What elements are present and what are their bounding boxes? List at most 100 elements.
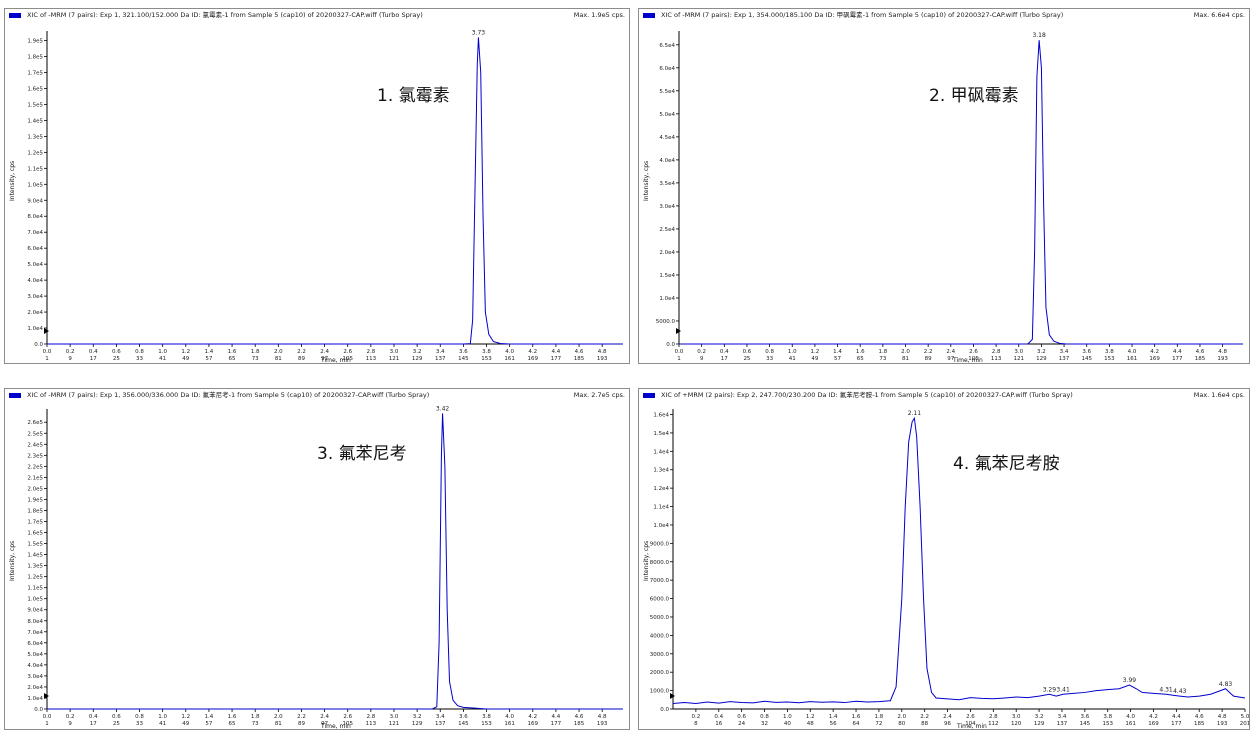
x-tick-label-scan: 137 xyxy=(435,356,446,362)
x-tick-label-time: 2.4 xyxy=(946,349,955,355)
x-tick-label-scan: 33 xyxy=(766,356,773,362)
x-tick-label-scan: 121 xyxy=(389,721,400,727)
x-tick-label-time: 4.4 xyxy=(552,714,561,720)
x-tick-label-scan: 113 xyxy=(366,356,377,362)
panel-header: XIC of -MRM (7 pairs): Exp 1, 321.100/15… xyxy=(9,10,625,21)
x-tick-label-scan: 65 xyxy=(229,721,236,727)
x-tick-label-time: 1.2 xyxy=(181,714,190,720)
y-tick-label: 1.4e5 xyxy=(27,553,43,559)
x-tick-label-scan: 153 xyxy=(481,721,492,727)
y-tick-label: 1.3e5 xyxy=(27,564,43,570)
x-tick-label-scan: 49 xyxy=(182,356,189,362)
x-tick-label-time: 2.4 xyxy=(943,714,952,720)
x-tick-label-scan: 33 xyxy=(136,721,143,727)
x-tick-label-scan: 65 xyxy=(857,356,864,362)
x-tick-label-time: 3.8 xyxy=(482,349,491,355)
x-tick-label-scan: 137 xyxy=(435,721,446,727)
y-tick-label: 7000.0 xyxy=(650,578,670,584)
x-tick-label-scan: 120 xyxy=(1011,721,1022,727)
x-tick-label-time: 3.4 xyxy=(436,714,445,720)
x-tick-label-time: 1.4 xyxy=(205,349,214,355)
y-tick-label: 1.5e4 xyxy=(659,273,675,279)
x-tick-label-time: 3.8 xyxy=(1105,349,1114,355)
y-tick-label: 1.0e5 xyxy=(27,182,43,188)
x-tick-label-time: 4.0 xyxy=(1126,714,1135,720)
series-color-swatch xyxy=(643,392,655,398)
y-axis-label: Intensity, cps xyxy=(9,160,16,201)
x-tick-label-time: 0.2 xyxy=(66,349,75,355)
x-tick-label-scan: 32 xyxy=(761,721,768,727)
x-tick-label-time: 3.2 xyxy=(1035,714,1044,720)
x-tick-label-scan: 65 xyxy=(229,356,236,362)
x-tick-label-time: 4.2 xyxy=(1149,714,1158,720)
x-tick-label-time: 5.0 xyxy=(1241,714,1250,720)
x-tick-label-time: 1.0 xyxy=(788,349,797,355)
x-tick-label-time: 1.0 xyxy=(158,349,167,355)
y-tick-label: 1.2e5 xyxy=(27,575,43,581)
peak-rt-label: 4.43 xyxy=(1173,688,1187,695)
y-tick-label: 0.0 xyxy=(666,342,675,348)
y-tick-label: 5000.0 xyxy=(656,319,676,325)
y-tick-label: 1.4e5 xyxy=(27,118,43,124)
y-tick-label: 3000.0 xyxy=(650,652,670,658)
x-tick-label-scan: 169 xyxy=(528,356,539,362)
y-tick-label: 1.2e5 xyxy=(27,150,43,156)
x-tick-label-time: 2.2 xyxy=(297,714,306,720)
x-tick-label-time: 1.0 xyxy=(158,714,167,720)
x-tick-label-time: 1.8 xyxy=(878,349,887,355)
y-tick-label: 0.0 xyxy=(660,707,669,713)
x-tick-label-scan: 185 xyxy=(574,721,585,727)
y-tick-label: 2.0e4 xyxy=(27,685,43,691)
xic-title: XIC of +MRM (2 pairs): Exp 2, 247.700/23… xyxy=(661,391,1073,399)
peak-rt-label: 4.31 xyxy=(1159,686,1173,693)
y-axis-label: Intensity, cps xyxy=(9,540,16,581)
x-tick-label-scan: 129 xyxy=(412,356,423,362)
y-tick-label: 1.3e4 xyxy=(653,468,669,474)
x-tick-label-time: 0.8 xyxy=(765,349,774,355)
x-tick-label-time: 3.4 xyxy=(1058,714,1067,720)
x-tick-label-time: 3.2 xyxy=(413,349,422,355)
x-tick-label-time: 0.2 xyxy=(697,349,706,355)
x-tick-label-scan: 129 xyxy=(412,721,423,727)
x-tick-label-time: 3.6 xyxy=(459,714,468,720)
y-tick-label: 1.0e5 xyxy=(27,597,43,603)
y-tick-label: 2.5e5 xyxy=(27,431,43,437)
x-tick-label-scan: 177 xyxy=(1171,721,1182,727)
x-tick-label-scan: 113 xyxy=(366,721,377,727)
y-tick-label: 2.3e5 xyxy=(27,453,43,459)
y-tick-label: 8.0e4 xyxy=(27,214,43,220)
x-axis-label: Time, min xyxy=(957,723,987,730)
series-color-swatch xyxy=(9,392,21,398)
y-tick-label: 5000.0 xyxy=(650,615,670,621)
x-tick-label-scan: 9 xyxy=(68,721,72,727)
compound-label: 4. 氟苯尼考胺 xyxy=(953,454,1060,474)
x-tick-label-scan: 97 xyxy=(321,356,328,362)
x-tick-label-time: 2.8 xyxy=(366,714,375,720)
y-tick-label: 2.0e4 xyxy=(27,310,43,316)
y-tick-label: 4.5e4 xyxy=(659,135,675,141)
x-axis-label: Time, min xyxy=(321,723,351,730)
x-tick-label-scan: 88 xyxy=(921,721,928,727)
chromatogram-trace xyxy=(679,40,1243,345)
max-intensity-label: Max. 1.9e5 cps. xyxy=(573,11,625,19)
x-tick-label-time: 2.8 xyxy=(989,714,998,720)
x-tick-label-time: 0.6 xyxy=(112,349,121,355)
x-tick-label-time: 3.0 xyxy=(390,349,399,355)
x-tick-label-scan: 161 xyxy=(1127,356,1138,362)
x-tick-label-scan: 96 xyxy=(944,721,951,727)
x-tick-label-time: 1.4 xyxy=(833,349,842,355)
x-tick-label-scan: 185 xyxy=(1195,356,1206,362)
x-tick-label-scan: 9 xyxy=(700,356,704,362)
x-tick-label-scan: 89 xyxy=(298,721,305,727)
x-tick-label-time: 1.2 xyxy=(806,714,815,720)
y-tick-label: 8000.0 xyxy=(650,560,670,566)
x-tick-label-scan: 81 xyxy=(275,721,282,727)
x-tick-label-scan: 105 xyxy=(342,721,353,727)
x-tick-label-time: 3.4 xyxy=(1060,349,1069,355)
x-tick-label-time: 0.4 xyxy=(89,349,98,355)
x-tick-label-scan: 1 xyxy=(45,356,49,362)
x-tick-label-time: 1.2 xyxy=(181,349,190,355)
x-tick-label-time: 4.8 xyxy=(1218,349,1227,355)
x-tick-label-time: 0.2 xyxy=(66,714,75,720)
peak-rt-label: 3.73 xyxy=(472,29,486,36)
